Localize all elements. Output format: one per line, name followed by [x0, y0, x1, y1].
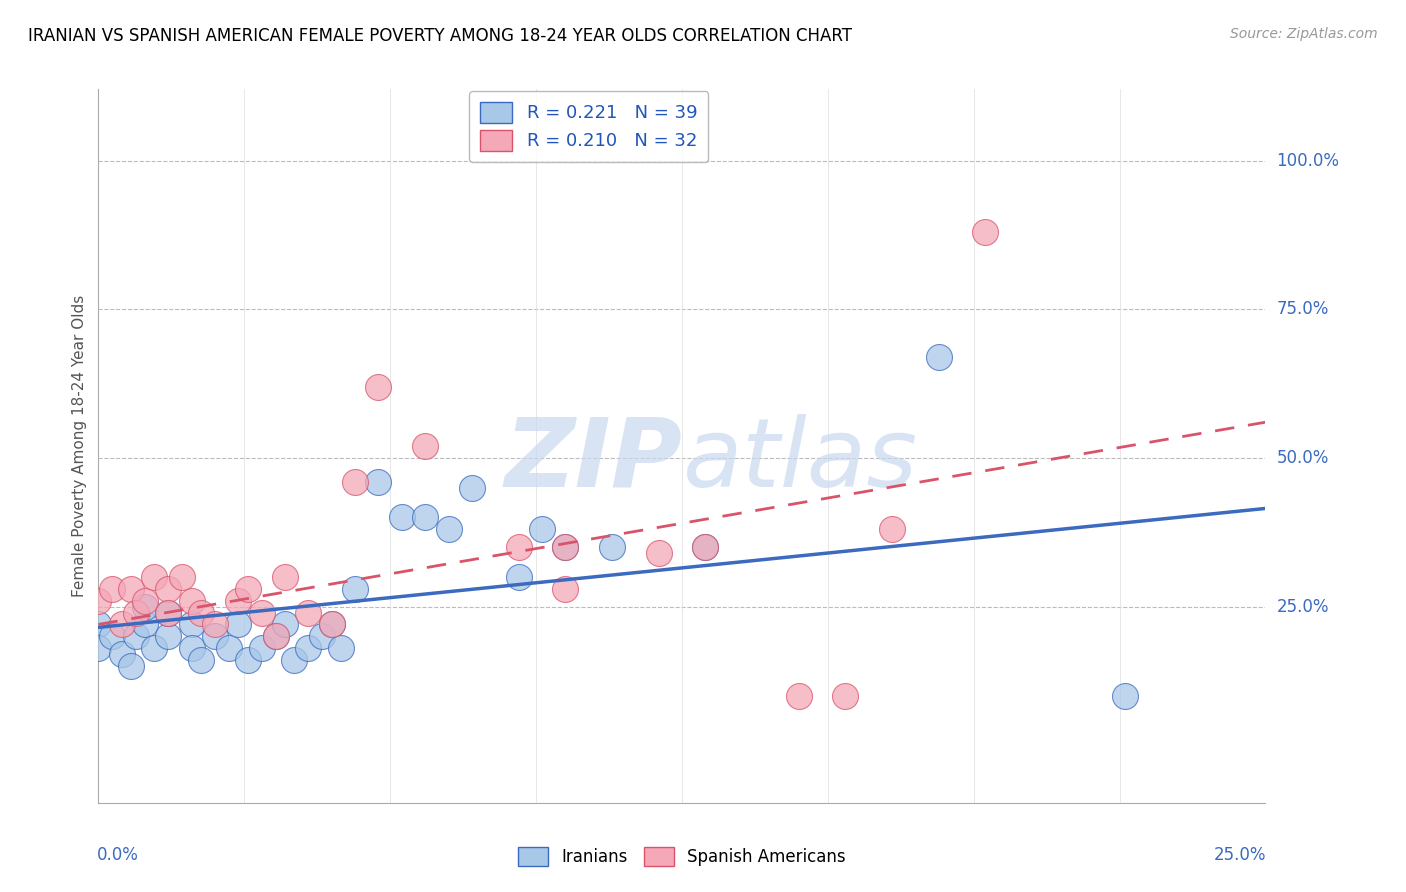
Point: [101, 629, 124, 643]
Point: [391, 510, 413, 524]
Point: [236, 653, 259, 667]
Text: 50.0%: 50.0%: [1277, 449, 1329, 467]
Point: [157, 582, 180, 596]
Point: [180, 641, 202, 656]
Point: [180, 593, 202, 607]
Y-axis label: Female Poverty Among 18-24 Year Olds: Female Poverty Among 18-24 Year Olds: [72, 295, 87, 597]
Point: [125, 606, 148, 620]
Point: [228, 593, 250, 607]
Point: [157, 629, 180, 643]
Point: [1114, 689, 1136, 703]
Point: [880, 522, 903, 536]
Point: [111, 617, 134, 632]
Point: [344, 582, 367, 596]
Point: [330, 641, 353, 656]
Point: [530, 522, 553, 536]
Point: [437, 522, 460, 536]
Text: 75.0%: 75.0%: [1277, 301, 1329, 318]
Point: [111, 647, 134, 661]
Point: [264, 629, 287, 643]
Point: [143, 641, 166, 656]
Point: [180, 617, 202, 632]
Text: IRANIAN VS SPANISH AMERICAN FEMALE POVERTY AMONG 18-24 YEAR OLDS CORRELATION CHA: IRANIAN VS SPANISH AMERICAN FEMALE POVER…: [28, 27, 852, 45]
Point: [695, 540, 717, 554]
Point: [311, 629, 333, 643]
Point: [134, 593, 156, 607]
Point: [228, 617, 250, 632]
Point: [218, 641, 240, 656]
Point: [134, 599, 156, 614]
Text: atlas: atlas: [682, 414, 917, 507]
Point: [344, 475, 367, 489]
Text: Source: ZipAtlas.com: Source: ZipAtlas.com: [1230, 27, 1378, 41]
Point: [787, 689, 810, 703]
Text: 25.0%: 25.0%: [1213, 846, 1267, 863]
Text: ZIP: ZIP: [503, 414, 682, 507]
Point: [508, 570, 530, 584]
Point: [297, 606, 319, 620]
Point: [283, 653, 305, 667]
Point: [508, 540, 530, 554]
Point: [172, 570, 194, 584]
Point: [87, 593, 110, 607]
Text: 25.0%: 25.0%: [1277, 598, 1329, 615]
Point: [236, 582, 259, 596]
Point: [87, 617, 110, 632]
Point: [413, 439, 436, 453]
Point: [554, 540, 576, 554]
Point: [101, 582, 124, 596]
Point: [134, 617, 156, 632]
Point: [204, 629, 226, 643]
Point: [600, 540, 623, 554]
Point: [321, 617, 343, 632]
Point: [297, 641, 319, 656]
Point: [695, 540, 717, 554]
Point: [274, 570, 297, 584]
Point: [87, 641, 110, 656]
Point: [554, 540, 576, 554]
Point: [321, 617, 343, 632]
Legend: Iranians, Spanish Americans: Iranians, Spanish Americans: [510, 840, 853, 873]
Point: [554, 582, 576, 596]
Point: [250, 606, 273, 620]
Point: [274, 617, 297, 632]
Text: 100.0%: 100.0%: [1277, 152, 1340, 169]
Point: [120, 582, 142, 596]
Point: [461, 481, 484, 495]
Point: [367, 475, 389, 489]
Point: [190, 606, 212, 620]
Point: [928, 350, 950, 364]
Point: [190, 653, 212, 667]
Text: 0.0%: 0.0%: [97, 846, 139, 863]
Point: [157, 606, 180, 620]
Point: [367, 379, 389, 393]
Point: [647, 546, 669, 560]
Point: [974, 225, 997, 239]
Point: [125, 629, 148, 643]
Point: [157, 606, 180, 620]
Point: [264, 629, 287, 643]
Point: [250, 641, 273, 656]
Point: [120, 659, 142, 673]
Point: [204, 617, 226, 632]
Point: [834, 689, 856, 703]
Point: [413, 510, 436, 524]
Point: [143, 570, 166, 584]
